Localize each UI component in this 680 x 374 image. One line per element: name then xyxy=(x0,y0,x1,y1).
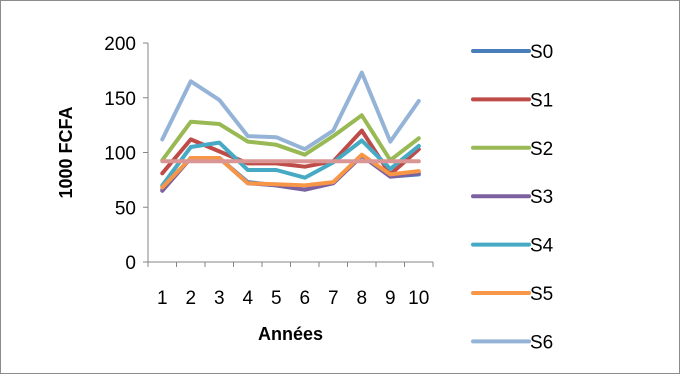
legend-label-s4: S4 xyxy=(530,236,554,257)
legend-label-s2: S2 xyxy=(530,139,553,160)
legend-label-s3: S3 xyxy=(530,187,553,208)
y-tick-label: 100 xyxy=(104,144,136,165)
series-lines xyxy=(160,70,421,193)
y-tick-label: 200 xyxy=(104,34,136,55)
x-tick-label: 5 xyxy=(271,288,282,309)
legend-label-s1: S1 xyxy=(530,90,553,111)
y-axis-title: 1000 FCFA xyxy=(56,106,76,198)
x-tick-label: 2 xyxy=(185,288,196,309)
x-tick-label: 7 xyxy=(328,288,339,309)
y-tick-label: 50 xyxy=(115,198,136,219)
x-axis-title: Années xyxy=(258,324,323,344)
series-line-s5 xyxy=(160,152,421,190)
legend-label-s0: S0 xyxy=(530,42,553,63)
series-line-s6 xyxy=(160,70,421,152)
y-axis-ticks: 0 50 100 150 200 xyxy=(104,34,148,274)
y-tick-label: 150 xyxy=(104,89,136,110)
series-line-s2 xyxy=(160,113,421,163)
x-tick-label: 9 xyxy=(385,288,396,309)
x-tick-label: 8 xyxy=(356,288,367,309)
legend: S0 S1 S2 S3 S4 S5 S6 xyxy=(471,42,554,353)
x-axis-ticks: 1 2 3 4 5 6 7 8 9 10 xyxy=(147,262,434,309)
y-tick-label: 0 xyxy=(125,253,136,274)
x-tick-label: 3 xyxy=(214,288,225,309)
x-tick-label: 4 xyxy=(242,288,253,309)
x-tick-label: 10 xyxy=(408,288,429,309)
x-tick-label: 1 xyxy=(157,288,168,309)
legend-label-s5: S5 xyxy=(530,284,553,305)
series-line-s4 xyxy=(160,138,421,188)
legend-label-s6: S6 xyxy=(530,332,553,353)
axes xyxy=(147,43,433,263)
x-tick-label: 6 xyxy=(299,288,310,309)
